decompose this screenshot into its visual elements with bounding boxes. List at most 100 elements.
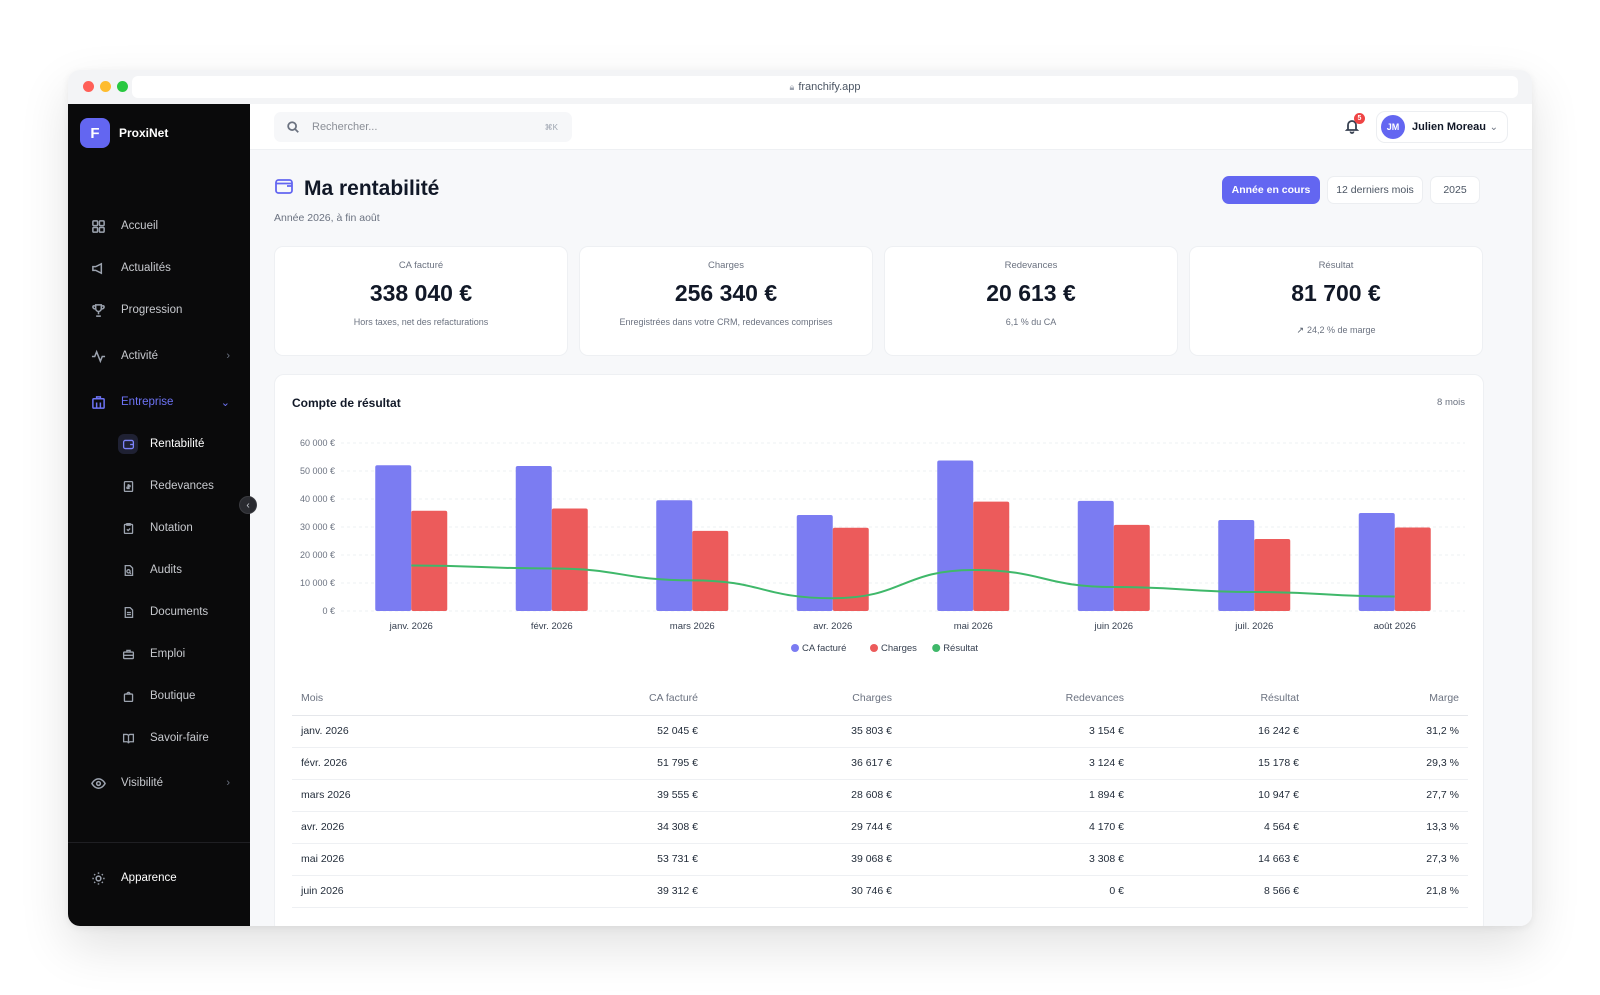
period-2025-button[interactable]: 2025 (1430, 176, 1480, 204)
bar-charges (692, 530, 729, 611)
kpi-note: ↗ 24,2 % de marge (1190, 325, 1482, 336)
sidebar-subitem-rentabilite[interactable]: Rentabilité (112, 429, 240, 459)
file-text-icon (118, 602, 138, 622)
table-row: avr. 2026 34 308 €29 744 €4 170 €4 564 €1… (292, 811, 1468, 844)
sidebar-item-visibilite[interactable]: Visibilité › (90, 773, 230, 793)
user-menu[interactable]: JM Julien Moreau ⌄ (1376, 111, 1508, 143)
eye-icon (90, 775, 106, 791)
sidebar-subitem-redevances[interactable]: Redevances (112, 471, 240, 501)
bar-charges (411, 510, 448, 611)
megaphone-icon (90, 260, 106, 276)
bar-ca (515, 465, 552, 611)
legend-label: Résultat (943, 643, 978, 654)
search-bar[interactable]: ⌘K (274, 112, 572, 142)
sidebar-subitem-documents[interactable]: Documents (112, 597, 240, 627)
card-title: Compte de résultat (292, 396, 401, 410)
bar-ca (796, 514, 833, 611)
cell-marge: 29,3 % (1308, 747, 1468, 780)
sidebar-item-label: Accueil (121, 220, 159, 232)
bar-charges (1254, 539, 1291, 611)
notifications-button[interactable]: 5 (1344, 113, 1365, 136)
legend-swatch (932, 644, 941, 652)
income-statement-card: Compte de résultat 8 mois 60 000 € 50 000… (274, 374, 1484, 926)
maximize-window-button[interactable] (117, 81, 128, 92)
cell-resultat: 8 566 € (1133, 875, 1308, 908)
book-open-icon (118, 728, 138, 748)
sidebar-subitem-savoir-faire[interactable]: Savoir-faire (112, 723, 240, 753)
y-tick-label: 30 000 € (300, 522, 335, 532)
main-content: ⌘K 5 JM Julien Moreau ⌄ Ma rentabilité A… (250, 104, 1532, 926)
sidebar-subitem-boutique[interactable]: Boutique (112, 681, 240, 711)
sidebar-subitem-notation[interactable]: Notation (112, 513, 240, 543)
cell-charges: 35 803 € (707, 715, 901, 748)
notification-badge: 5 (1354, 113, 1365, 124)
kpi-note: Enregistrées dans votre CRM, redevances … (619, 317, 833, 327)
kpi-label: CA facturé (398, 260, 444, 271)
table-row: févr. 2026 51 795 €36 617 €3 124 €15 178 … (292, 747, 1468, 780)
sidebar-item-label: Entreprise (121, 396, 174, 408)
lock-icon: 🔒︎ (789, 82, 795, 92)
column-header: CA facturé (472, 681, 707, 716)
kpi-label: Redevances (1004, 260, 1058, 271)
sidebar-item-actualites[interactable]: Actualités (90, 258, 230, 278)
user-name: Julien Moreau (1412, 121, 1486, 133)
kpi-value: 81 700 € (1291, 280, 1381, 306)
cell-charges: 28 608 € (707, 779, 901, 812)
x-tick-label: janv. 2026 (389, 621, 433, 632)
sidebar-item-label: Progression (121, 304, 183, 316)
sidebar-item-accueil[interactable]: Accueil (90, 216, 230, 236)
x-tick-label: août 2026 (1374, 621, 1416, 632)
cell-redevances: 3 154 € (901, 715, 1133, 748)
cell-charges: 29 744 € (707, 811, 901, 844)
page-title: Ma rentabilité (304, 176, 440, 200)
period-last-12-months-button[interactable]: 12 derniers mois (1327, 176, 1423, 204)
kpi-value: 256 340 € (674, 280, 778, 306)
card-period-count: 8 mois (1437, 397, 1465, 408)
collapse-sidebar-button[interactable]: ‹ (239, 496, 257, 514)
bar-ca (1077, 500, 1114, 611)
sidebar-subitem-emploi[interactable]: Emploi (112, 639, 240, 669)
table-row: mars 2026 39 555 €28 608 €1 894 €10 947 €… (292, 779, 1468, 812)
y-tick-label: 0 € (322, 606, 335, 616)
chevron-down-icon: ⌄ (1489, 121, 1498, 133)
sidebar-item-apparence[interactable]: Apparence (90, 868, 230, 888)
bar-ca (375, 465, 412, 611)
sidebar-item-activite[interactable]: Activité › (90, 346, 230, 366)
y-tick-label: 20 000 € (300, 550, 335, 560)
cell-ca: 34 308 € (472, 811, 707, 844)
table-header-row: Mois CA facturé Charges Redevances Résul… (292, 681, 1468, 716)
x-tick-label: mai 2026 (954, 621, 993, 632)
trophy-icon (90, 302, 106, 318)
search-input[interactable] (312, 121, 512, 133)
brand[interactable]: F ProxiNet (80, 118, 168, 148)
cell-month: avr. 2026 (292, 811, 472, 844)
y-tick-label: 40 000 € (300, 494, 335, 504)
cell-charges: 36 617 € (707, 747, 901, 780)
column-header: Résultat (1133, 681, 1308, 716)
browser-titlebar: 🔒︎ franchify.app (68, 70, 1532, 104)
cell-resultat: 14 663 € (1133, 843, 1308, 876)
sidebar: F ProxiNet Accueil Actualités Progressio… (68, 104, 250, 926)
minimize-window-button[interactable] (100, 81, 111, 92)
cell-resultat: 16 242 € (1133, 715, 1308, 748)
period-current-year-button[interactable]: Année en cours (1222, 176, 1320, 204)
cell-marge: 31,2 % (1308, 715, 1468, 748)
page-header: Ma rentabilité (274, 176, 439, 201)
sidebar-subitem-label: Emploi (150, 648, 186, 660)
sidebar-subitem-audits[interactable]: Audits (112, 555, 240, 585)
sidebar-subitem-label: Boutique (150, 690, 196, 702)
close-window-button[interactable] (83, 81, 94, 92)
cell-redevances: 0 € (901, 875, 1133, 908)
cell-resultat: 4 564 € (1133, 811, 1308, 844)
bar-charges (1113, 524, 1150, 611)
x-tick-label: juil. 2026 (1234, 621, 1273, 632)
receipt-icon (118, 476, 138, 496)
sidebar-item-progression[interactable]: Progression (90, 300, 230, 320)
sidebar-item-label: Visibilité (121, 777, 163, 789)
income-chart: 60 000 € 50 000 € 40 000 € 30 000 € 20 000 €… (300, 438, 1465, 654)
kpi-card-ca: CA facturé 338 040 € Hors taxes, net des… (274, 246, 568, 356)
sidebar-item-entreprise[interactable]: Entreprise ⌄ (90, 392, 230, 412)
address-bar[interactable]: 🔒︎ franchify.app (132, 76, 1518, 98)
x-tick-label: mars 2026 (670, 621, 715, 632)
legend-label: CA facturé (802, 643, 846, 654)
